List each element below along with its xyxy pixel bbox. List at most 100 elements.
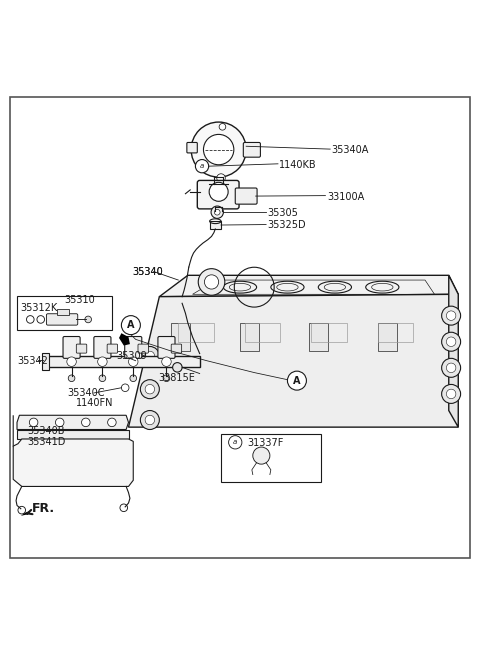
Text: 35340: 35340 (132, 267, 163, 276)
Text: 35325D: 35325D (267, 221, 306, 231)
Text: 35340: 35340 (132, 267, 163, 276)
Circle shape (140, 380, 159, 399)
Circle shape (446, 363, 456, 373)
Circle shape (82, 418, 90, 426)
Circle shape (120, 504, 128, 512)
FancyBboxPatch shape (107, 344, 118, 353)
Polygon shape (13, 439, 133, 487)
Circle shape (26, 316, 34, 323)
Circle shape (162, 357, 171, 366)
Circle shape (442, 332, 461, 351)
Circle shape (195, 160, 209, 173)
Text: 35340A: 35340A (332, 145, 369, 155)
Polygon shape (21, 511, 29, 516)
Circle shape (179, 297, 185, 303)
Polygon shape (17, 415, 129, 430)
FancyBboxPatch shape (158, 337, 175, 358)
Circle shape (215, 210, 220, 215)
Text: 35340B: 35340B (27, 426, 65, 436)
Circle shape (29, 418, 38, 426)
FancyBboxPatch shape (171, 344, 181, 353)
Circle shape (108, 418, 116, 426)
Circle shape (56, 418, 64, 426)
Polygon shape (449, 275, 458, 427)
Bar (42, 353, 49, 370)
Circle shape (68, 375, 75, 382)
Polygon shape (119, 333, 130, 346)
Text: 35342: 35342 (17, 356, 48, 365)
Circle shape (173, 363, 182, 372)
Text: 33815E: 33815E (158, 373, 195, 383)
Circle shape (217, 174, 225, 182)
Text: A: A (293, 375, 300, 386)
Circle shape (204, 275, 219, 289)
Circle shape (140, 346, 159, 365)
Circle shape (145, 415, 155, 424)
Bar (378, 323, 396, 351)
Text: 35310: 35310 (64, 295, 95, 305)
Circle shape (446, 389, 456, 399)
Circle shape (130, 375, 137, 382)
Circle shape (253, 447, 270, 464)
FancyBboxPatch shape (47, 314, 78, 325)
Circle shape (99, 375, 106, 382)
Circle shape (288, 371, 306, 390)
Circle shape (163, 375, 170, 382)
Circle shape (97, 357, 107, 366)
Bar (57, 309, 69, 315)
Circle shape (446, 337, 456, 346)
Text: FR.: FR. (32, 502, 55, 515)
FancyBboxPatch shape (125, 337, 142, 358)
Circle shape (67, 357, 76, 366)
Text: 1140FN: 1140FN (76, 398, 114, 409)
Text: 33100A: 33100A (327, 191, 364, 202)
FancyBboxPatch shape (187, 143, 197, 153)
Text: 31337F: 31337F (247, 438, 284, 448)
Text: a: a (233, 440, 238, 445)
FancyBboxPatch shape (235, 188, 257, 204)
Circle shape (145, 384, 155, 394)
Bar (309, 323, 328, 351)
FancyBboxPatch shape (138, 344, 148, 353)
Circle shape (121, 316, 140, 335)
Circle shape (228, 436, 242, 449)
Text: 35305: 35305 (267, 208, 299, 217)
Bar (17, 430, 129, 439)
Bar (221, 434, 321, 481)
FancyBboxPatch shape (94, 337, 111, 358)
Circle shape (204, 134, 234, 165)
Circle shape (219, 124, 226, 130)
Circle shape (85, 316, 92, 323)
Circle shape (145, 351, 155, 361)
Bar (171, 323, 190, 351)
Circle shape (446, 311, 456, 320)
FancyBboxPatch shape (243, 143, 261, 157)
Circle shape (37, 316, 45, 323)
Polygon shape (159, 275, 458, 297)
FancyBboxPatch shape (197, 180, 239, 209)
Bar (311, 323, 347, 342)
Circle shape (442, 384, 461, 403)
Circle shape (198, 269, 225, 295)
Text: A: A (127, 320, 134, 330)
Text: 35340C: 35340C (67, 388, 104, 398)
FancyBboxPatch shape (76, 344, 87, 353)
FancyBboxPatch shape (63, 337, 80, 358)
Text: 35309: 35309 (117, 351, 147, 361)
Circle shape (191, 122, 246, 177)
Circle shape (442, 358, 461, 377)
Bar (48, 356, 200, 367)
Text: 35341D: 35341D (27, 438, 66, 447)
Text: 1140KB: 1140KB (279, 160, 316, 170)
Bar (210, 221, 221, 229)
Bar (179, 323, 214, 342)
Bar (240, 323, 259, 351)
Circle shape (129, 357, 138, 366)
Circle shape (211, 206, 223, 218)
Circle shape (18, 506, 25, 514)
Polygon shape (129, 294, 458, 427)
Circle shape (121, 384, 129, 392)
Bar (17, 295, 112, 330)
Text: 35312K: 35312K (21, 303, 58, 312)
Circle shape (140, 411, 159, 430)
